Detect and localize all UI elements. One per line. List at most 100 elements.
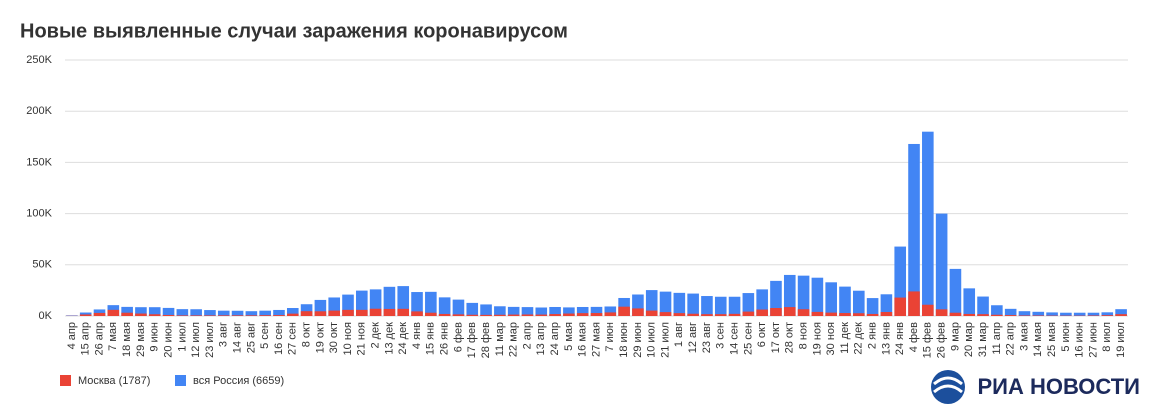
bar — [590, 306, 603, 316]
bar — [659, 291, 672, 316]
bar — [604, 306, 617, 316]
logo-waves — [933, 376, 963, 394]
bar — [797, 275, 810, 316]
bar — [963, 288, 976, 316]
bar — [728, 296, 741, 316]
x-tick-label: 25 авг — [245, 322, 257, 353]
bar — [811, 277, 824, 316]
bar — [756, 289, 768, 316]
bar — [783, 307, 796, 316]
bar — [342, 294, 354, 316]
bar — [480, 304, 492, 316]
x-tick-label: 26 янв — [439, 322, 451, 355]
x-tick-label: 10 июл — [646, 322, 658, 358]
x-tick-label: 12 июл — [190, 322, 202, 358]
bar — [135, 313, 147, 316]
y-tick-label: 200K — [26, 105, 52, 117]
x-tick-label: 10 ноя — [342, 322, 354, 355]
bar — [1018, 315, 1031, 316]
bar — [535, 314, 548, 316]
x-tick-label: 1 авг — [673, 322, 685, 347]
x-tick-label: 11 мар — [494, 322, 506, 356]
bar — [521, 314, 534, 316]
bar — [991, 305, 1003, 316]
x-tick-label: 8 окт — [300, 322, 312, 347]
bar — [839, 313, 851, 316]
legend-label: вся Россия (6659) — [193, 375, 284, 387]
bar — [770, 280, 782, 316]
bar — [79, 312, 92, 316]
bar — [963, 313, 976, 316]
bar — [148, 314, 161, 316]
bar — [438, 313, 451, 316]
x-tick-label: 17 фев — [466, 322, 478, 358]
bar — [811, 311, 824, 316]
x-tick-label: 19 окт — [314, 322, 326, 353]
bar — [521, 307, 534, 316]
legend-label: Москва (1787) — [78, 375, 150, 387]
bar — [632, 294, 644, 316]
x-tick-label: 24 апр — [549, 322, 561, 355]
x-tick-label: 7 июн — [604, 322, 616, 352]
bar — [866, 298, 879, 316]
x-tick-label: 6 окт — [756, 322, 768, 347]
bar — [563, 313, 575, 316]
bar — [1073, 312, 1086, 316]
bar — [991, 314, 1003, 316]
x-tick-label: 3 сен — [715, 322, 727, 349]
bar — [204, 310, 216, 316]
x-tick-label: 8 июл — [1101, 322, 1113, 352]
bar — [425, 291, 437, 316]
bar — [204, 315, 216, 316]
x-tick-label: 16 июн — [1074, 322, 1086, 358]
x-tick-label: 14 авг — [231, 322, 243, 353]
bar — [1046, 312, 1058, 316]
bar — [576, 306, 589, 316]
x-tick-label: 4 апр — [66, 322, 78, 349]
x-tick-label: 12 авг — [687, 322, 699, 353]
bar — [273, 309, 285, 316]
bar — [1087, 312, 1100, 316]
bar — [908, 143, 920, 316]
x-tick-label: 22 дек — [853, 322, 865, 355]
chart-title: Новые выявленные случаи заражения корона… — [20, 20, 568, 42]
bar — [825, 312, 837, 316]
bar — [507, 306, 520, 316]
x-tick-label: 2 янв — [867, 322, 879, 349]
x-tick-label: 28 фев — [480, 322, 492, 358]
x-tick-label: 3 мая — [1018, 322, 1030, 351]
bar — [383, 286, 396, 316]
x-tick-label: 22 апр — [1005, 322, 1017, 355]
bar — [162, 307, 175, 316]
bar — [273, 315, 285, 316]
bar — [949, 312, 962, 316]
bar — [701, 296, 713, 316]
bar — [93, 309, 106, 316]
bar — [866, 313, 879, 316]
logo: РИА НОВОСТИ — [931, 370, 1140, 404]
x-tick-label: 27 июн — [1087, 322, 1099, 358]
bar — [397, 308, 410, 316]
x-tick-label: 14 сен — [728, 322, 740, 355]
bar — [742, 293, 755, 316]
x-tick-label: 11 дек — [839, 322, 851, 354]
bar — [162, 314, 175, 316]
bar — [397, 286, 410, 316]
bar — [1115, 309, 1127, 316]
x-tick-label: 29 июн — [632, 322, 644, 358]
x-tick-label: 19 июл — [1115, 322, 1127, 358]
x-tick-label: 22 мар — [508, 322, 520, 357]
bar — [894, 297, 907, 316]
x-tick-label: 4 янв — [411, 322, 423, 349]
bar — [604, 312, 617, 316]
bar — [977, 296, 989, 316]
bar — [797, 309, 810, 316]
x-tick-label: 21 ноя — [356, 322, 368, 355]
bar — [535, 307, 548, 316]
bar — [1101, 315, 1114, 316]
bar — [66, 315, 78, 316]
x-tick-label: 23 июл — [204, 322, 216, 358]
x-tick-label: 16 сен — [273, 322, 285, 355]
bar — [107, 309, 120, 316]
bar — [452, 299, 465, 316]
